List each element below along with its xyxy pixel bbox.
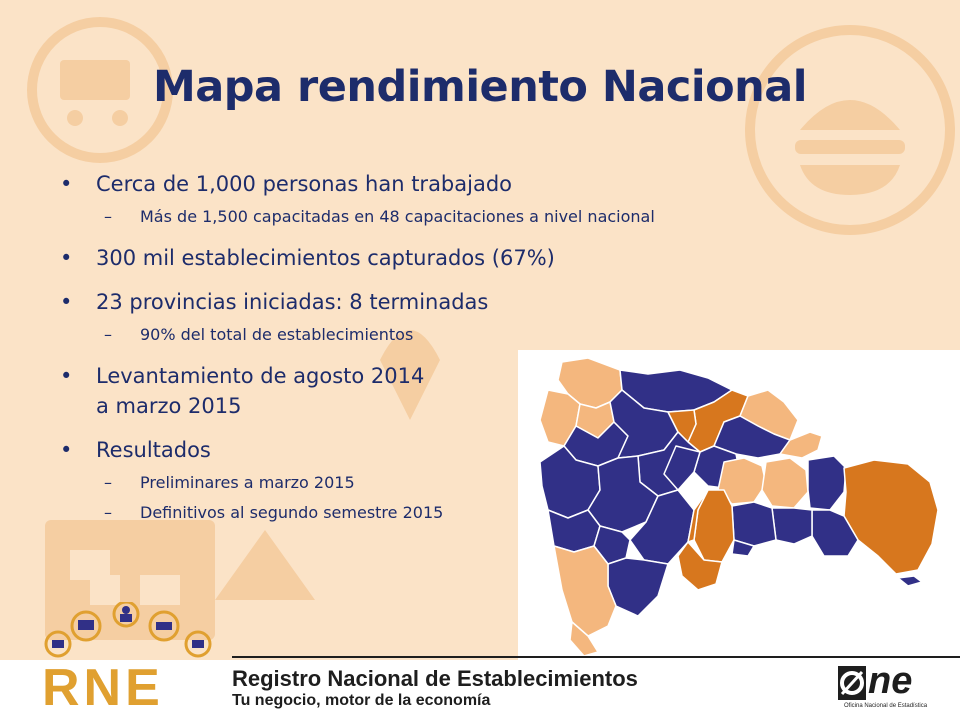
- bullet-list: Cerca de 1,000 personas han trabajado Má…: [60, 155, 860, 525]
- cart-bubble-icon: [27, 17, 173, 163]
- province-distrito-nacional: [731, 539, 755, 557]
- cart-icon: [70, 610, 102, 642]
- footer-bar: [0, 660, 960, 720]
- burger-bubble-icon: [745, 25, 955, 235]
- bullet-item: 300 mil establecimientos capturados (67%…: [60, 243, 860, 273]
- sub-bullet-item: Preliminares a marzo 2015: [60, 471, 860, 495]
- province-san-jose-ocoa: [687, 489, 709, 543]
- person-icon: [112, 602, 140, 628]
- province-san-pedro: [771, 507, 813, 545]
- one-logo: [838, 666, 866, 700]
- province-map-svg: [539, 357, 939, 657]
- burger-icon: [148, 610, 180, 642]
- province-santo-domingo: [731, 501, 777, 547]
- province-la-altagracia: [843, 459, 939, 575]
- province-independencia: [547, 509, 601, 553]
- bullet-item: Resultados: [60, 435, 860, 465]
- rne-icons-logo: [44, 602, 212, 658]
- sub-bullet-item: Más de 1,500 capacitadas en 48 capacitac…: [60, 205, 860, 229]
- slide-title: Mapa rendimiento Nacional: [152, 62, 808, 112]
- sub-bullet-item: Definitivos al segundo semestre 2015: [60, 501, 860, 525]
- bullet-item: 23 provincias iniciadas: 8 terminadas: [60, 287, 860, 317]
- factory-icon: [44, 630, 72, 658]
- bullet-item: Levantamiento de agosto 2014: [60, 361, 860, 391]
- province-samana: [779, 431, 823, 459]
- island-saona: [897, 575, 923, 587]
- one-logo-caption: Oficina Nacional de Estadística: [844, 703, 928, 709]
- cart-icon: [60, 60, 130, 100]
- province-pedernales: [553, 545, 617, 637]
- burger-icon: [800, 100, 900, 130]
- province-hato-mayor: [761, 457, 809, 509]
- province-la-romana: [811, 509, 859, 557]
- province-el-seibo: [807, 455, 847, 511]
- bullet-continuation: a marzo 2015: [96, 394, 242, 418]
- sub-bullet-item: 90% del total de establecimientos: [60, 323, 860, 347]
- rne-logo-text: RNE: [42, 659, 164, 717]
- tools-icon: [184, 630, 212, 658]
- footer-title: Registro Nacional de Establecimientos: [232, 666, 638, 691]
- footer-subtitle: Tu negocio, motor de la economía: [232, 692, 491, 709]
- province-map: [518, 350, 960, 660]
- province-hermanas-mirabal: [667, 409, 697, 443]
- one-logo-text: ne: [868, 660, 913, 702]
- province-peravia: [677, 541, 723, 591]
- bullet-item: Cerca de 1,000 personas han trabajado: [60, 169, 860, 199]
- province-barahona: [607, 557, 669, 617]
- footer-divider: [232, 656, 960, 658]
- province-pedernales-cape: [569, 621, 599, 657]
- province-sanchez-ramirez: [663, 445, 701, 491]
